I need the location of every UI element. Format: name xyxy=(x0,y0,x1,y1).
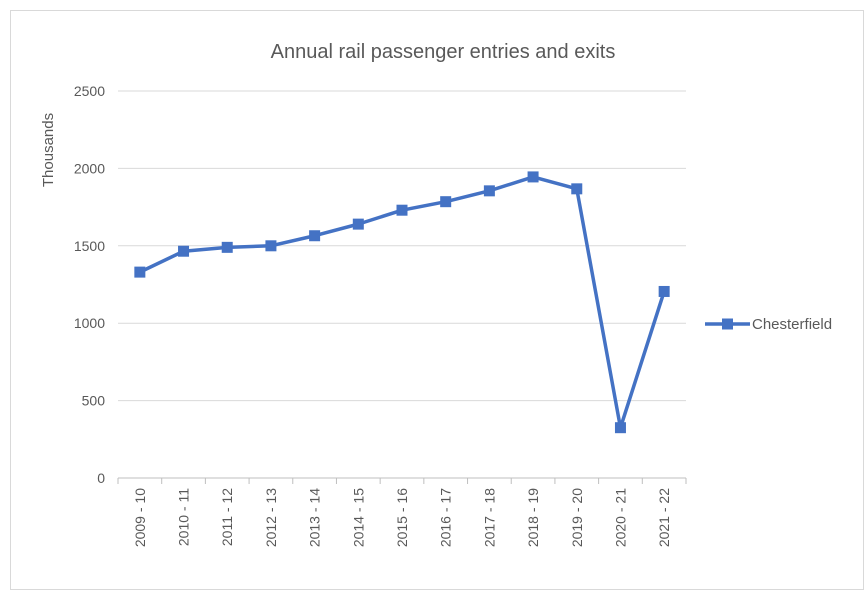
data-point xyxy=(483,185,495,197)
data-point xyxy=(614,422,626,434)
legend: Chesterfield xyxy=(705,316,832,333)
data-point xyxy=(440,196,452,208)
gridlines xyxy=(118,90,686,479)
data-point xyxy=(221,241,233,253)
y-tick-label: 0 xyxy=(97,470,105,486)
x-axis-ticks: 2009 - 10 2010 - 11 2011 - 12 2012 - 13 2013… xyxy=(117,478,687,547)
x-tick-label: 2018 - 19 xyxy=(525,488,541,547)
x-tick-label: 2013 - 14 xyxy=(307,488,323,547)
chart-frame xyxy=(10,10,864,590)
x-tick-label: 2009 - 10 xyxy=(132,488,148,547)
x-tick-label: 2020 - 21 xyxy=(612,488,628,547)
y-tick-label: 2500 xyxy=(74,83,105,99)
x-tick-label: 2010 - 11 xyxy=(176,488,192,546)
data-point xyxy=(396,204,408,216)
data-point xyxy=(527,171,539,183)
data-point xyxy=(352,218,364,230)
y-axis-label: Thousands xyxy=(40,113,57,187)
data-point xyxy=(134,266,146,278)
legend-marker xyxy=(722,318,733,330)
data-point xyxy=(309,230,321,242)
y-axis-ticks: 0 500 1000 1500 2000 2500 xyxy=(74,83,105,486)
data-point xyxy=(178,245,190,257)
y-tick-label: 1000 xyxy=(74,315,105,331)
legend-label: Chesterfield xyxy=(752,316,832,333)
y-tick-label: 2000 xyxy=(74,160,105,176)
y-tick-label: 1500 xyxy=(74,238,105,254)
x-tick-label: 2017 - 18 xyxy=(481,488,497,547)
data-point xyxy=(265,240,277,252)
chart-title: Annual rail passenger entries and exits xyxy=(271,41,616,63)
data-point xyxy=(571,183,583,195)
x-tick-label: 2021 - 22 xyxy=(656,488,672,547)
y-tick-label: 500 xyxy=(82,393,106,409)
x-tick-label: 2011 - 12 xyxy=(219,488,235,546)
series-layer xyxy=(134,171,670,434)
line-chart: Annual rail passenger entries and exits … xyxy=(40,41,832,547)
x-tick-label: 2019 - 20 xyxy=(569,488,585,547)
x-tick-label: 2014 - 15 xyxy=(350,488,366,547)
data-point xyxy=(658,285,670,297)
x-tick-label: 2016 - 17 xyxy=(438,488,454,547)
x-tick-label: 2015 - 16 xyxy=(394,488,410,547)
x-tick-label: 2012 - 13 xyxy=(263,488,279,547)
